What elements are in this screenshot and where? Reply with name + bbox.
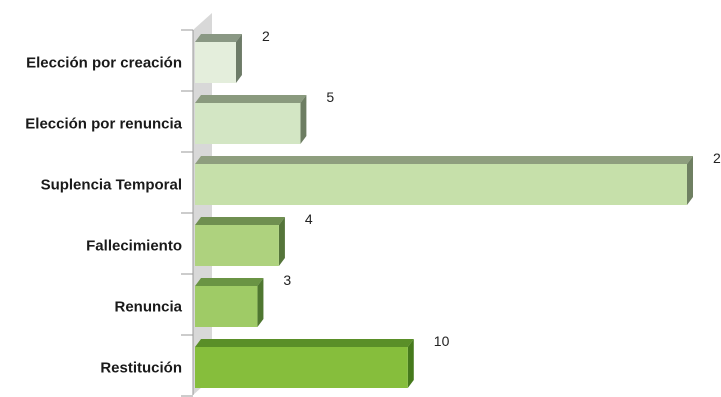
bar-side-face (407, 339, 414, 388)
bar (195, 34, 242, 83)
bar (195, 95, 307, 144)
bar-side-face (687, 156, 693, 205)
value-label: 23 (713, 150, 721, 166)
bar-side-face (278, 217, 285, 266)
category-label: Suplencia Temporal (41, 177, 182, 194)
bar (195, 217, 285, 266)
value-label: 4 (305, 211, 313, 227)
bar-top-face (195, 217, 285, 225)
bar-side-face (235, 34, 242, 83)
bar-top-face (195, 156, 693, 164)
bar (195, 278, 264, 327)
bar-top-face (195, 339, 414, 347)
category-label: Elección por creación (26, 55, 182, 72)
category-label: Elección por renuncia (25, 116, 182, 133)
value-label: 3 (283, 272, 291, 288)
value-label: 2 (262, 28, 270, 44)
bar-front-face (195, 286, 258, 327)
value-label: 5 (326, 89, 334, 105)
bar (195, 339, 414, 388)
category-labels: Elección por creación Elección por renunc… (25, 55, 182, 377)
bar-top-face (195, 95, 307, 103)
bar-side-face (257, 278, 264, 327)
bars (195, 34, 693, 388)
bar-top-face (195, 278, 264, 286)
bar-front-face (195, 225, 279, 266)
bar-front-face (195, 164, 687, 205)
category-label: Restitución (100, 360, 182, 377)
bar-front-face (195, 347, 408, 388)
axis-ticks (181, 29, 193, 397)
category-label: Renuncia (114, 299, 182, 316)
value-label: 10 (434, 333, 450, 349)
bar-side-face (300, 95, 307, 144)
bar-front-face (195, 42, 236, 83)
bar-front-face (195, 103, 301, 144)
bar-top-face (195, 34, 242, 42)
bar (195, 156, 693, 205)
value-labels: 2 5 23 4 3 10 (262, 28, 721, 349)
category-label: Fallecimiento (86, 238, 182, 255)
